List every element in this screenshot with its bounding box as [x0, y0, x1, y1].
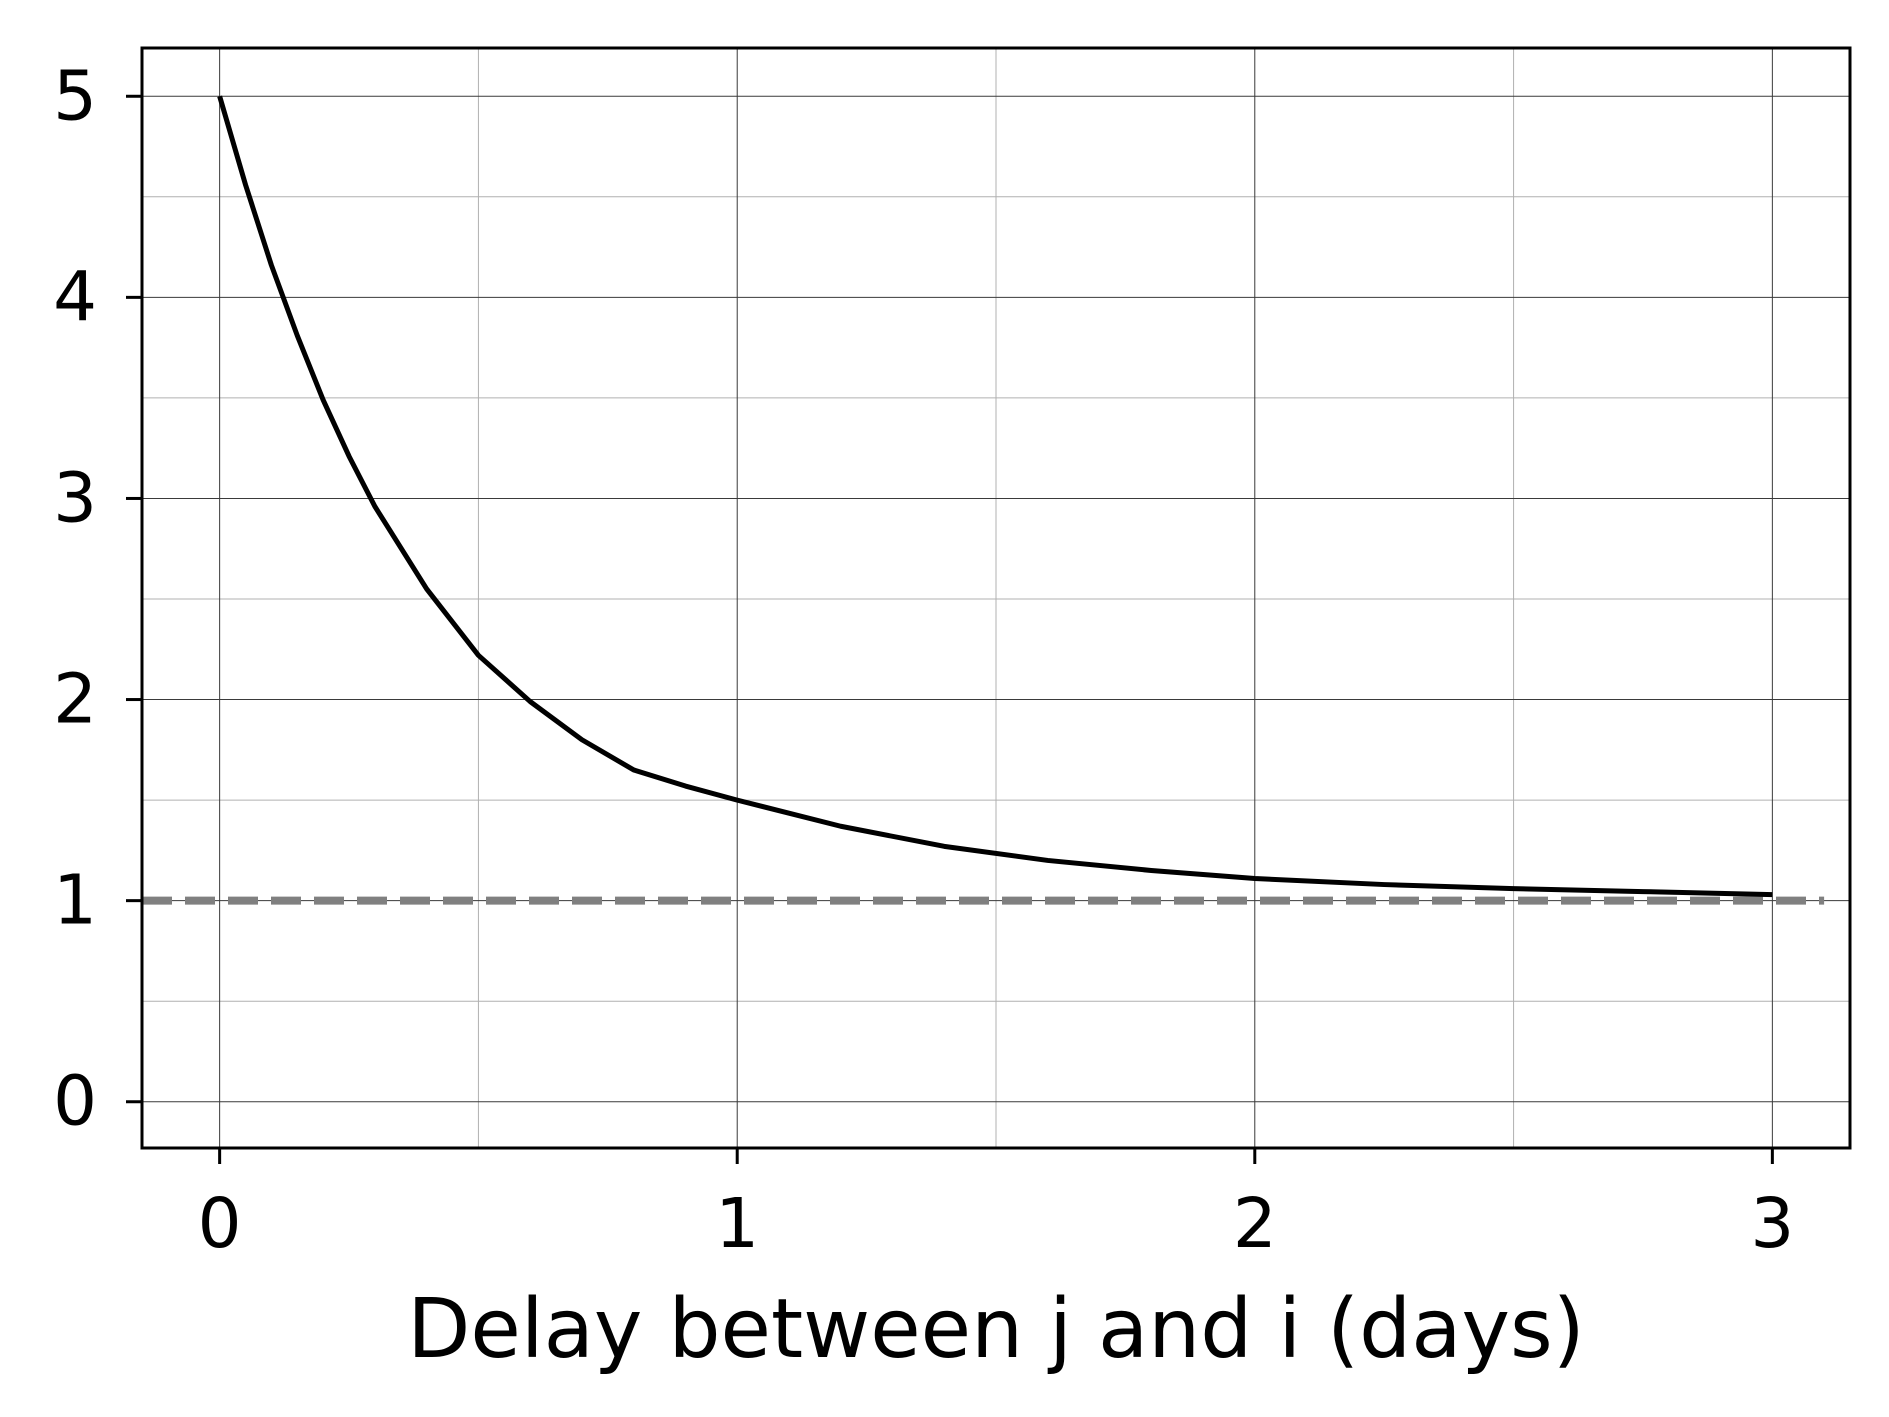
grid-layer — [142, 48, 1850, 1148]
y-tick-label: 2 — [53, 660, 97, 740]
x-tick-label: 3 — [1750, 1184, 1794, 1264]
y-tick-label: 5 — [53, 56, 97, 136]
x-tick-label: 1 — [715, 1184, 759, 1264]
x-tick-label: 0 — [198, 1184, 242, 1264]
tick-layer: 0 1 2 3 0 1 2 3 4 5 — [53, 56, 1794, 1264]
y-tick-label: 3 — [53, 458, 97, 538]
x-tick-label: 2 — [1233, 1184, 1277, 1264]
series-layer — [217, 95, 1773, 898]
x-axis-label: Delay between j and i (days) — [407, 1282, 1584, 1377]
plot-frame — [140, 46, 1852, 1150]
series-line — [217, 95, 1773, 898]
y-tick-label: 1 — [53, 861, 97, 941]
y-tick-label: 0 — [53, 1062, 97, 1142]
y-tick-label: 4 — [53, 257, 97, 337]
